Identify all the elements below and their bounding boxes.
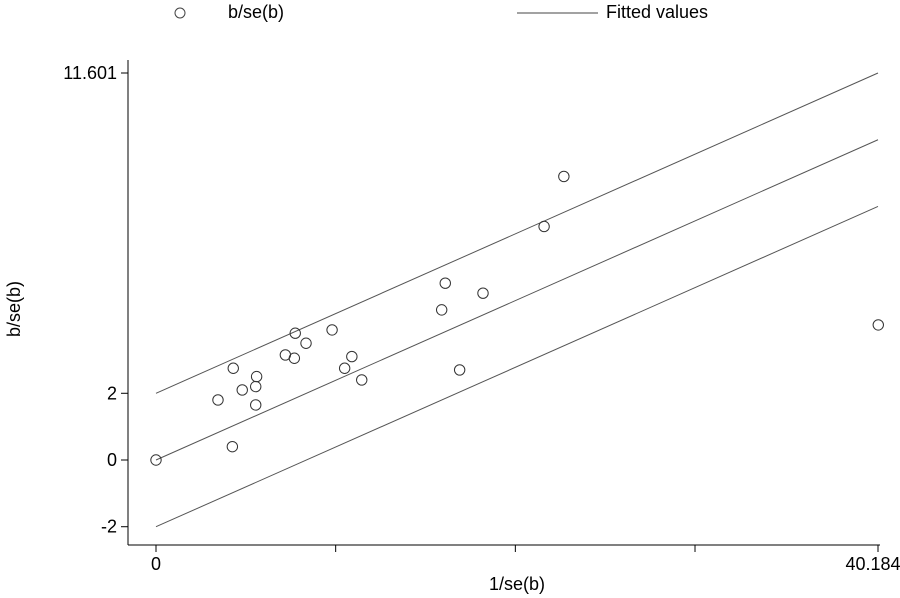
data-point <box>300 337 312 349</box>
x-tick-label: 0 <box>151 554 161 574</box>
fitted-lines <box>155 72 879 528</box>
data-point <box>226 440 239 453</box>
y-tick-label: 11.601 <box>63 63 117 83</box>
y-tick-label: 0 <box>107 450 117 470</box>
data-point <box>558 170 570 183</box>
data-point <box>872 319 884 331</box>
x-axis-title: 1/se(b) <box>489 574 545 594</box>
data-point <box>289 327 301 339</box>
data-point <box>212 394 224 406</box>
legend-marker-circle <box>174 7 186 19</box>
data-point <box>250 380 262 393</box>
fitted-line <box>155 206 879 528</box>
fitted-line <box>155 72 879 394</box>
data-point <box>250 399 262 411</box>
data-point <box>346 350 358 363</box>
data-point <box>250 370 263 383</box>
y-tick-label: 2 <box>107 383 117 403</box>
data-point <box>477 287 489 299</box>
data-point <box>453 364 466 376</box>
y-tick-label: -2 <box>101 517 117 537</box>
data-point <box>288 352 301 364</box>
data-point <box>236 384 248 396</box>
data-point <box>338 362 351 374</box>
legend-label-scatter: b/se(b) <box>228 2 285 22</box>
x-tick-label: 40.1844 <box>845 554 900 574</box>
fitted-line <box>155 139 879 461</box>
y-axis-title: b/se(b) <box>4 281 24 337</box>
axes: 0 40.1844 -2 0 2 11.601 1/se(b) b/se(b) <box>4 60 900 594</box>
data-point <box>435 304 448 316</box>
data-point <box>538 220 550 233</box>
data-point <box>326 324 338 336</box>
data-point <box>439 277 451 289</box>
data-points <box>150 170 884 466</box>
legend-label-fitted: Fitted values <box>606 2 709 22</box>
data-point <box>356 374 368 386</box>
data-point <box>150 454 162 466</box>
data-point <box>227 362 239 374</box>
legend-marks <box>174 7 598 19</box>
